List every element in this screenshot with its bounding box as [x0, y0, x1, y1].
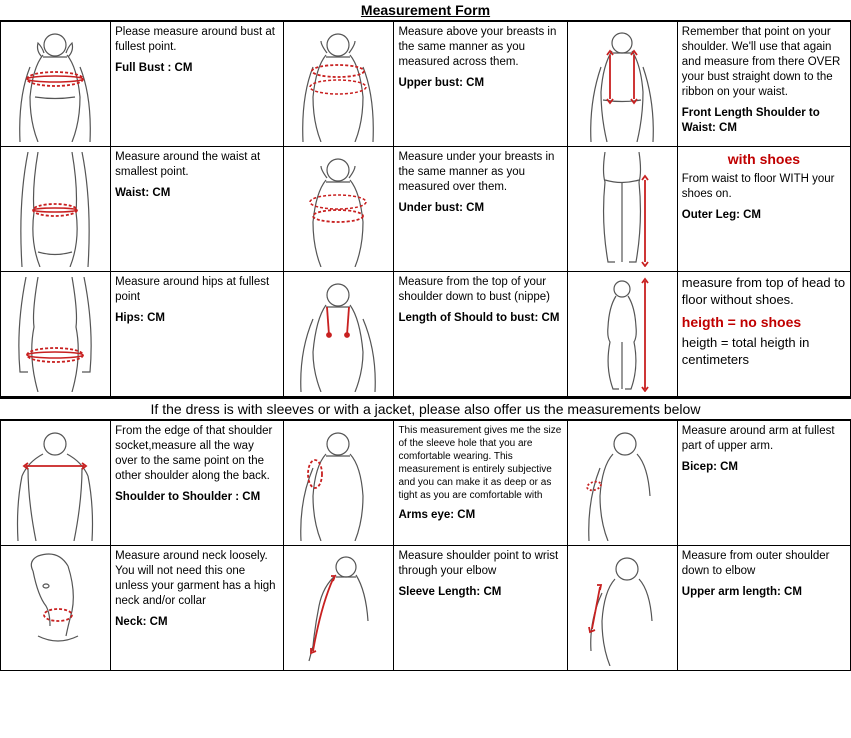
- table-row: Please measure around bust at fullest po…: [1, 22, 851, 147]
- measurement-label: Hips: CM: [115, 311, 279, 326]
- figure-cell: [1, 546, 111, 671]
- text-cell: Measure above your breasts in the same m…: [394, 22, 567, 147]
- figure-cell: [567, 421, 677, 546]
- text-cell: Measure around the waist at smallest poi…: [111, 147, 284, 272]
- bicep-icon: [570, 423, 675, 543]
- measurement-desc: Measure under your breasts in the same m…: [398, 150, 562, 195]
- measurement-label: Under bust: CM: [398, 201, 562, 216]
- legs-outerleg-icon: [570, 149, 675, 269]
- torso-waist-icon: [3, 149, 108, 269]
- text-cell: Measure from outer shoulder down to elbo…: [677, 546, 850, 671]
- measurement-desc: Measure from the top of your shoulder do…: [398, 275, 562, 305]
- sleeves-subtitle: If the dress is with sleeves or with a j…: [0, 397, 851, 420]
- figure-cell: [567, 272, 677, 397]
- measurement-desc: Measure around arm at fullest part of up…: [682, 424, 846, 454]
- measurement-label: Arms eye: CM: [398, 508, 562, 523]
- text-cell: Measure around hips at fullest point Hip…: [111, 272, 284, 397]
- height-extra: heigth = total heigth in centimeters: [682, 335, 846, 369]
- with-shoes-header: with shoes: [682, 150, 846, 168]
- table-row: Measure around neck loosely. You will no…: [1, 546, 851, 671]
- text-cell: Please measure around bust at fullest po…: [111, 22, 284, 147]
- measurement-desc: Measure from outer shoulder down to elbo…: [682, 549, 846, 579]
- measurement-label: Front Length Shoulder to Waist: CM: [682, 106, 846, 136]
- text-cell: Measure around neck loosely. You will no…: [111, 546, 284, 671]
- torso-back-shoulder-waist-icon: [570, 24, 675, 144]
- shoulder-to-bust-icon: [286, 274, 391, 394]
- measurement-desc: Measure around hips at fullest point: [115, 275, 279, 305]
- torso-underbust-icon: [286, 149, 391, 269]
- figure-cell: [1, 22, 111, 147]
- figure-cell: [284, 147, 394, 272]
- text-cell: with shoes From waist to floor WITH your…: [677, 147, 850, 272]
- measurement-label: Length of Should to bust: CM: [398, 311, 562, 326]
- measurement-label: Upper bust: CM: [398, 76, 562, 91]
- torso-front-bust-icon: [3, 24, 108, 144]
- measurement-desc: From waist to floor WITH your shoes on.: [682, 172, 846, 202]
- text-cell: Remember that point on your shoulder. We…: [677, 22, 850, 147]
- figure-cell: [567, 147, 677, 272]
- figure-cell: [284, 421, 394, 546]
- measurement-label: Shoulder to Shoulder : CM: [115, 490, 279, 505]
- measurement-desc: From the edge of that shoulder socket,me…: [115, 424, 279, 484]
- text-cell: From the edge of that shoulder socket,me…: [111, 421, 284, 546]
- form-title: Measurement Form: [0, 0, 851, 21]
- measurement-label: Neck: CM: [115, 615, 279, 630]
- height-no-shoes: heigth = no shoes: [682, 313, 846, 331]
- figure-cell: [284, 22, 394, 147]
- measurement-desc: measure from top of head to floor withou…: [682, 275, 846, 309]
- measurement-desc: Measure around neck loosely. You will no…: [115, 549, 279, 609]
- measurement-desc: Measure around the waist at smallest poi…: [115, 150, 279, 180]
- figure-cell: [284, 546, 394, 671]
- text-cell: Measure around arm at fullest part of up…: [677, 421, 850, 546]
- back-shoulder-icon: [3, 423, 108, 543]
- upper-arm-length-icon: [570, 548, 675, 668]
- full-height-icon: [570, 274, 675, 394]
- text-cell: measure from top of head to floor withou…: [677, 272, 850, 397]
- text-cell: Measure from the top of your shoulder do…: [394, 272, 567, 397]
- text-cell: This measurement gives me the size of th…: [394, 421, 567, 546]
- measurement-desc: Measure above your breasts in the same m…: [398, 25, 562, 70]
- measurement-label: Waist: CM: [115, 186, 279, 201]
- measurement-desc: Please measure around bust at fullest po…: [115, 25, 279, 55]
- text-cell: Measure shoulder point to wrist through …: [394, 546, 567, 671]
- measurement-label: Upper arm length: CM: [682, 585, 846, 600]
- measurement-desc: Measure shoulder point to wrist through …: [398, 549, 562, 579]
- figure-cell: [1, 421, 111, 546]
- neck-icon: [3, 548, 108, 668]
- armseye-icon: [286, 423, 391, 543]
- figure-cell: [567, 546, 677, 671]
- measurement-label: Sleeve Length: CM: [398, 585, 562, 600]
- figure-cell: [1, 147, 111, 272]
- table-row: Measure around the waist at smallest poi…: [1, 147, 851, 272]
- table-row: Measure around hips at fullest point Hip…: [1, 272, 851, 397]
- measurement-label: Bicep: CM: [682, 460, 846, 475]
- measurement-label: Outer Leg: CM: [682, 208, 846, 223]
- figure-cell: [567, 22, 677, 147]
- sleeve-length-icon: [286, 548, 391, 668]
- torso-front-upperbust-icon: [286, 24, 391, 144]
- table-row: From the edge of that shoulder socket,me…: [1, 421, 851, 546]
- figure-cell: [1, 272, 111, 397]
- measurement-desc: Remember that point on your shoulder. We…: [682, 25, 846, 100]
- measurement-table-1: Please measure around bust at fullest po…: [0, 21, 851, 397]
- measurement-desc: This measurement gives me the size of th…: [398, 424, 562, 502]
- measurement-table-2: From the edge of that shoulder socket,me…: [0, 420, 851, 671]
- measurement-label: Full Bust : CM: [115, 61, 279, 76]
- torso-hips-icon: [3, 274, 108, 394]
- text-cell: Measure under your breasts in the same m…: [394, 147, 567, 272]
- figure-cell: [284, 272, 394, 397]
